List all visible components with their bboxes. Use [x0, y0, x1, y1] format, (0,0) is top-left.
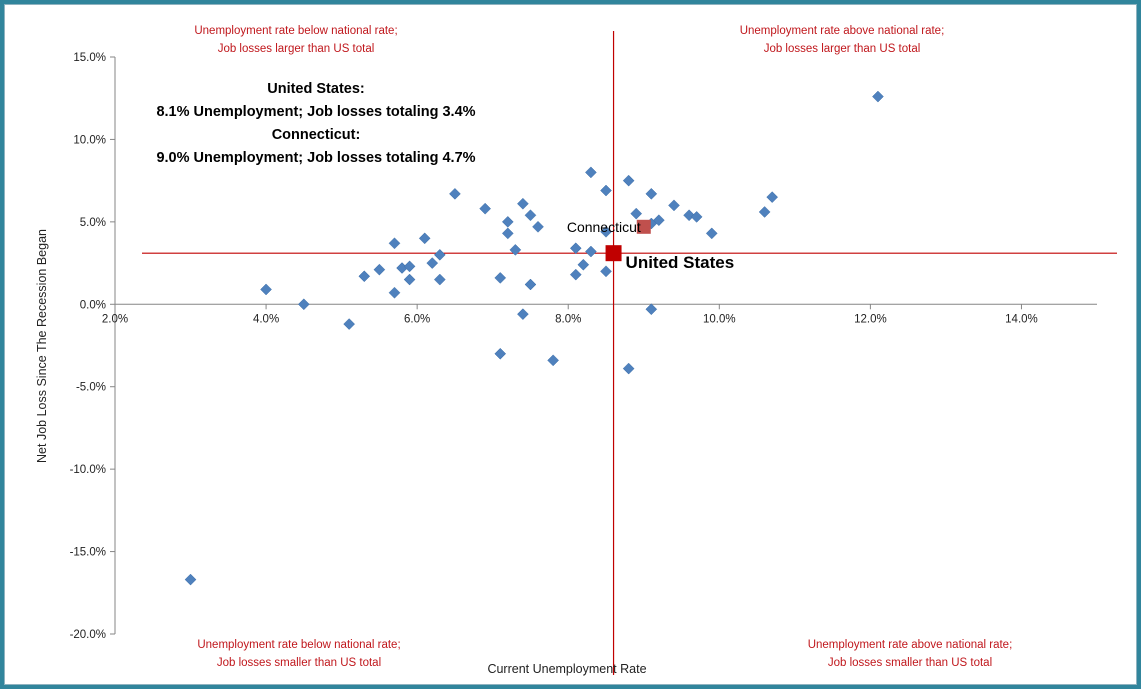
x-axis-title: Current Unemployment Rate [487, 662, 646, 676]
united-states-point [605, 245, 622, 262]
state-points [184, 90, 884, 586]
connecticut-point [636, 219, 651, 234]
state-point [433, 248, 446, 261]
x-tick-label: 10.0% [703, 313, 736, 325]
x-tick-label: 14.0% [1005, 313, 1038, 325]
y-tick-label: -15.0% [70, 547, 106, 559]
state-point [690, 211, 703, 223]
quadrant-label-top-left: Unemployment rate below national rate; J… [194, 25, 397, 55]
state-point [577, 258, 590, 271]
state-point [630, 207, 643, 220]
summary-ct-detail: 9.0% Unemployment; Job losses totaling 4… [156, 150, 475, 166]
y-tick-label: -10.0% [70, 464, 106, 476]
quadrant-label-bottom-left: Unemployment rate below national rate; J… [197, 639, 400, 669]
state-point [403, 260, 416, 273]
state-point [509, 244, 522, 256]
x-tick-label: 2.0% [102, 313, 128, 325]
state-point [403, 273, 416, 286]
state-point [569, 268, 582, 281]
axes [114, 57, 1097, 634]
state-point [517, 197, 529, 210]
state-point [872, 90, 884, 103]
state-point [547, 354, 559, 367]
chart-frame: 15.0% 10.0% 5.0% 0.0% -5.0% -10.0% -15.0% -20.0… [4, 4, 1137, 685]
quadrant-label-line: Job losses smaller than US total [828, 657, 992, 669]
state-point [373, 263, 386, 276]
x-tick-label: 4.0% [253, 313, 279, 325]
y-tick-label: 15.0% [73, 52, 106, 64]
state-point [600, 225, 612, 238]
x-tick-label: 12.0% [854, 313, 887, 325]
state-point [184, 573, 197, 586]
state-point [645, 303, 658, 316]
x-ticks: 2.0% 4.0% 6.0% 8.0% 10.0% 12.0% 14.0% [102, 304, 1038, 325]
quadrant-label-line: Unemployment rate below national rate; [194, 25, 397, 37]
y-ticks: 15.0% 10.0% 5.0% 0.0% -5.0% -10.0% -15.0% -20.0… [70, 52, 115, 641]
state-point [766, 191, 779, 203]
x-tick-label: 8.0% [555, 313, 581, 325]
state-point [449, 187, 461, 200]
summary-annotation: United States: 8.1% Unemployment; Job lo… [156, 81, 475, 166]
state-point [501, 227, 514, 240]
state-point [501, 216, 514, 228]
state-point [297, 298, 310, 311]
state-point [585, 166, 597, 179]
y-tick-label: 0.0% [80, 299, 106, 311]
scatter-chart: 15.0% 10.0% 5.0% 0.0% -5.0% -10.0% -15.0% -20.0… [35, 25, 1117, 676]
state-point [260, 283, 272, 296]
y-tick-label: 5.0% [80, 217, 106, 229]
state-point [705, 227, 718, 240]
state-point [653, 214, 665, 227]
quadrant-label-line: Job losses larger than US total [764, 43, 921, 55]
quadrant-label-line: Unemployment rate below national rate; [197, 639, 400, 651]
summary-ct-heading: Connecticut: [272, 127, 361, 143]
state-point [585, 245, 597, 258]
quadrant-label-line: Job losses smaller than US total [217, 657, 381, 669]
state-point [418, 232, 431, 245]
state-point [494, 272, 507, 284]
quadrant-label-line: Unemployment rate above national rate; [808, 639, 1013, 651]
state-point [622, 174, 635, 187]
state-point [532, 220, 544, 233]
state-point [479, 202, 491, 215]
state-point [668, 199, 680, 212]
state-point [524, 209, 537, 222]
state-point [517, 308, 529, 321]
state-point [645, 187, 658, 200]
state-point [569, 242, 582, 255]
state-point [388, 237, 401, 250]
y-axis-title: Net Job Loss Since The Recession Began [35, 229, 49, 463]
quadrant-label-line: Unemployment rate above national rate; [740, 25, 945, 37]
state-point [600, 184, 612, 197]
state-point [600, 265, 612, 278]
connecticut-label: Connecticut [567, 219, 641, 235]
state-point [494, 347, 507, 360]
state-point [343, 318, 356, 330]
state-point [683, 209, 695, 222]
y-tick-label: -5.0% [76, 382, 106, 394]
quadrant-label-bottom-right: Unemployment rate above national rate; J… [808, 639, 1013, 669]
summary-us-detail: 8.1% Unemployment; Job losses totaling 3… [156, 104, 475, 120]
state-point [426, 257, 439, 269]
y-tick-label: 10.0% [73, 134, 106, 146]
state-point [388, 286, 401, 299]
reference-lines [142, 31, 1117, 675]
y-tick-label: -20.0% [70, 629, 106, 641]
highlighted-points: Connecticut United States [567, 219, 734, 272]
state-point [524, 278, 537, 291]
state-point [358, 270, 371, 283]
summary-us-heading: United States: [267, 81, 365, 97]
state-point [758, 206, 771, 218]
united-states-label: United States [626, 253, 735, 272]
x-tick-label: 6.0% [404, 313, 430, 325]
state-point [433, 273, 446, 286]
quadrant-label-top-right: Unemployment rate above national rate; J… [740, 25, 945, 55]
state-point [622, 362, 635, 375]
quadrant-label-line: Job losses larger than US total [218, 43, 375, 55]
